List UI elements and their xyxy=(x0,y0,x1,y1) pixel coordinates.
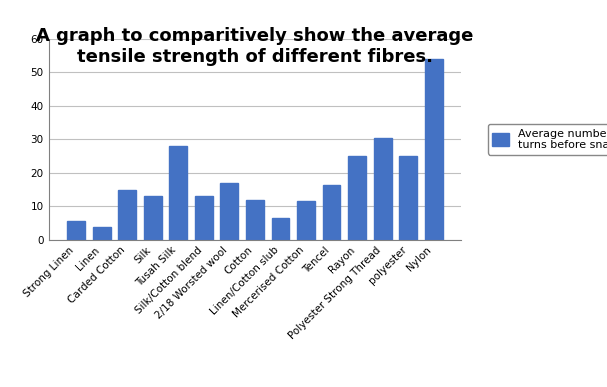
Bar xyxy=(118,190,136,240)
Bar xyxy=(93,226,110,240)
Bar xyxy=(144,196,162,240)
Legend: Average number of
turns before snapping: Average number of turns before snapping xyxy=(487,124,607,154)
Bar xyxy=(348,156,366,240)
Text: A graph to comparitively show the average
tensile strength of different fibres.: A graph to comparitively show the averag… xyxy=(36,27,473,66)
Bar xyxy=(322,185,341,240)
Bar xyxy=(271,218,290,240)
Bar xyxy=(195,196,213,240)
Bar xyxy=(220,183,239,240)
Bar xyxy=(399,156,417,240)
Bar xyxy=(169,146,188,240)
Bar xyxy=(246,200,264,240)
Bar xyxy=(67,221,85,240)
Bar xyxy=(297,201,315,240)
Bar xyxy=(425,59,443,240)
Bar xyxy=(374,138,392,240)
